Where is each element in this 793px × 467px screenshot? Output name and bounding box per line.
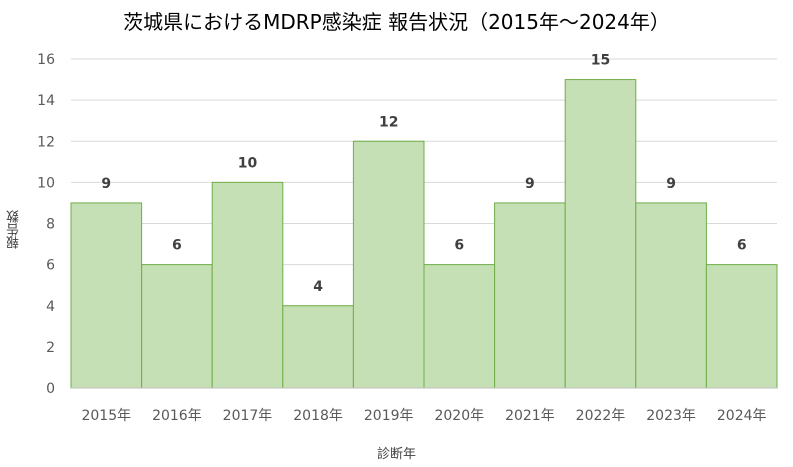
y-tick-label: 4	[46, 299, 55, 315]
x-tick-label: 2020年	[434, 408, 484, 424]
bar	[70, 202, 143, 389]
data-label: 10	[238, 155, 258, 171]
y-tick-label: 12	[37, 134, 55, 150]
y-tick-label: 10	[37, 175, 55, 191]
data-label: 9	[666, 176, 676, 192]
data-label: 6	[737, 238, 747, 254]
x-tick-label: 2023年	[646, 408, 696, 424]
bar	[423, 264, 496, 389]
bar	[141, 264, 213, 389]
data-label: 12	[379, 114, 398, 130]
data-label: 9	[101, 176, 111, 192]
y-tick-label: 6	[46, 258, 55, 274]
chart-title: 茨城県におけるMDRP感染症 報告状況（2015年～2024年）	[123, 10, 670, 34]
data-label: 9	[525, 176, 535, 192]
x-tick-label: 2015年	[81, 408, 131, 424]
bar	[211, 181, 284, 389]
bar	[705, 264, 778, 389]
bar	[564, 79, 637, 389]
data-label: 6	[172, 238, 182, 254]
x-tick-label: 2024年	[717, 408, 767, 424]
data-label: 15	[591, 53, 610, 69]
y-tick-label: 14	[37, 93, 55, 109]
bar	[282, 305, 354, 389]
data-label: 6	[454, 238, 464, 254]
x-tick-label: 2017年	[223, 408, 273, 424]
x-tick-label: 2019年	[364, 408, 414, 424]
x-axis-label: 診断年	[376, 447, 416, 462]
y-tick-label: 8	[46, 217, 55, 233]
bar	[494, 202, 566, 389]
data-label: 4	[313, 279, 323, 295]
x-tick-label: 2022年	[576, 408, 626, 424]
bar	[635, 202, 707, 389]
x-tick-label: 2021年	[505, 408, 555, 424]
bar	[352, 140, 425, 389]
y-tick-label: 2	[46, 340, 55, 356]
x-tick-label: 2018年	[293, 408, 343, 424]
y-tick-label: 0	[46, 381, 55, 397]
x-tick-label: 2016年	[152, 408, 202, 424]
y-tick-label: 16	[37, 52, 55, 68]
